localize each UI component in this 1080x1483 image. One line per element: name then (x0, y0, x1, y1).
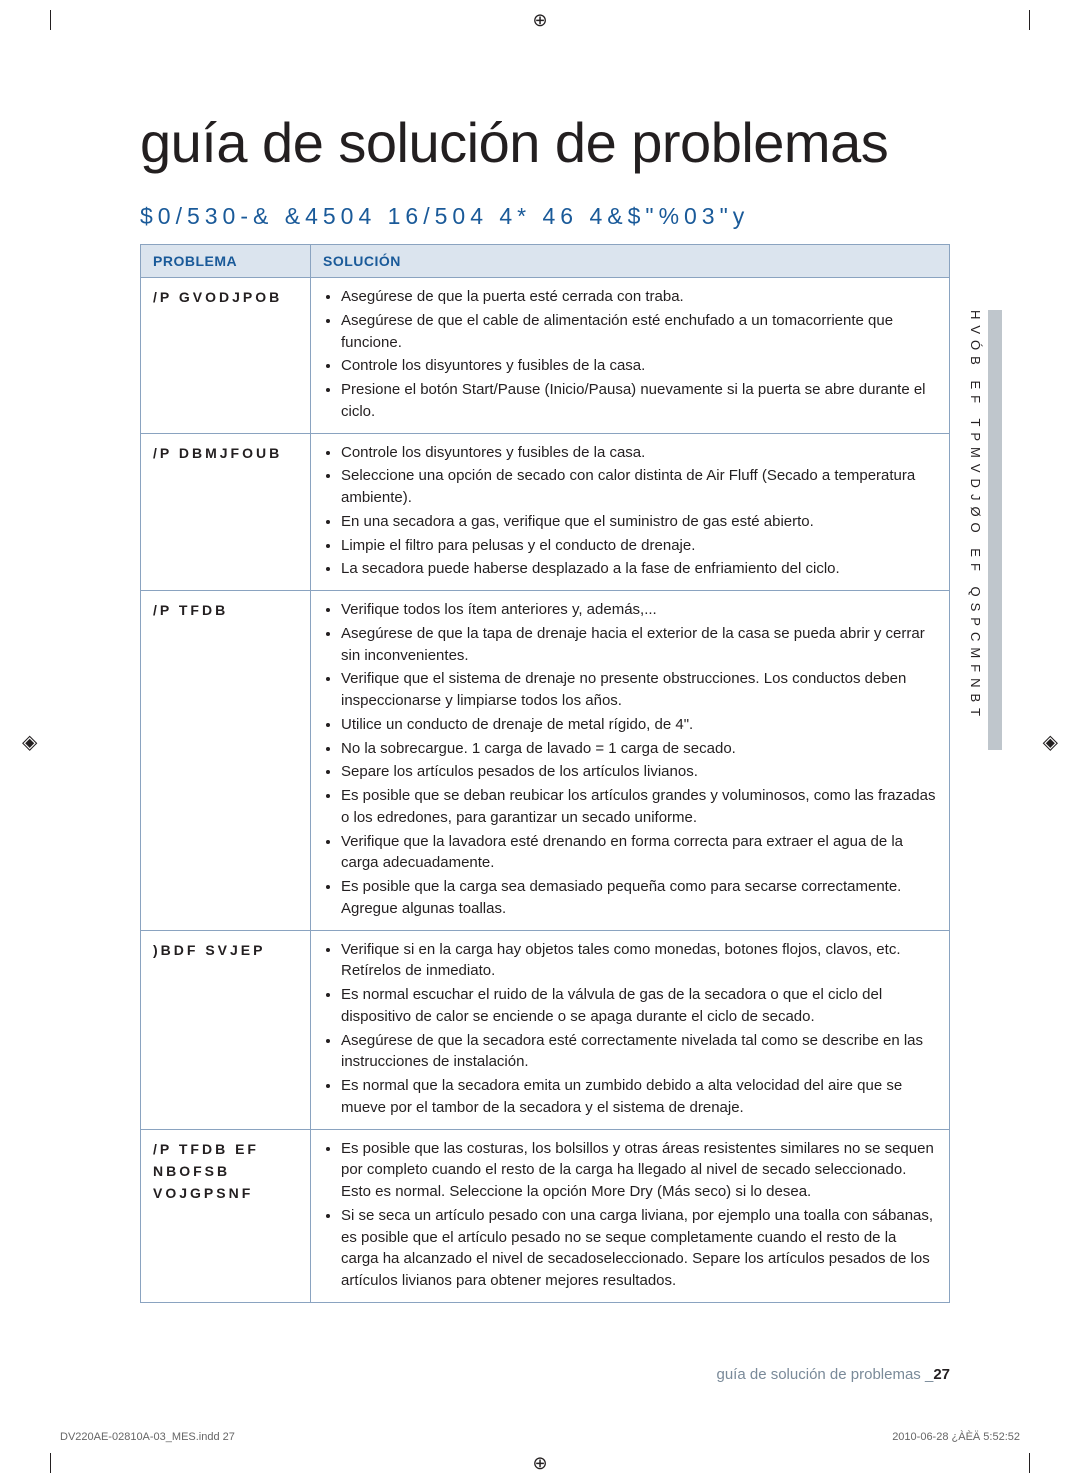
solution-item: Verifique si en la carga hay objetos tal… (341, 939, 937, 983)
table-row: /P TFDB EF NBOFSB VOJGPSNF Es posible que… (141, 1129, 950, 1302)
print-filename: DV220AE-02810A-03_MES.indd 27 (60, 1431, 235, 1443)
solution-item: Es posible que la carga sea demasiado pe… (341, 876, 937, 920)
problem-cell: )BDF SVJEP (141, 930, 311, 1129)
solution-item: Controle los disyuntores y fusibles de l… (341, 442, 937, 464)
solution-list: Es posible que las costuras, los bolsill… (323, 1138, 937, 1292)
solution-item: La secadora puede haberse desplazado a l… (341, 558, 937, 580)
solution-item: Es normal escuchar el ruido de la válvul… (341, 984, 937, 1028)
problem-cell: /P DBMJFOUB (141, 433, 311, 591)
solution-cell: Verifique si en la carga hay objetos tal… (311, 930, 950, 1129)
solution-item: Asegúrese de que la tapa de drenaje haci… (341, 623, 937, 667)
page-content: guía de solución de problemas $0/530-& &… (0, 0, 1080, 1363)
table-row: /P DBMJFOUB Controle los disyuntores y fu… (141, 433, 950, 591)
solution-item: Verifique que la lavadora esté drenando … (341, 831, 937, 875)
page-number: 27 (933, 1366, 950, 1383)
table-header-solution: SOLUCIÓN (311, 245, 950, 278)
problem-cell: /P GVODJPOB (141, 278, 311, 434)
solution-list: Verifique todos los ítem anteriores y, a… (323, 599, 937, 920)
page-title: guía de solución de problemas (140, 110, 950, 175)
footer-label: guía de solución de problemas _ (717, 1366, 934, 1383)
section-heading: $0/530-& &4504 16/504 4* 46 4&$"%03"y (140, 203, 950, 230)
solution-item: Controle los disyuntores y fusibles de l… (341, 355, 937, 377)
solution-item: Si se seca un artículo pesado con una ca… (341, 1205, 937, 1292)
solution-item: En una secadora a gas, verifique que el … (341, 511, 937, 533)
table-row: /P TFDB Verifique todos los ítem anterior… (141, 591, 950, 931)
problem-cell: /P TFDB (141, 591, 311, 931)
table-row: /P GVODJPOB Asegúrese de que la puerta es… (141, 278, 950, 434)
solution-item: Asegúrese de que el cable de alimentació… (341, 310, 937, 354)
table-header-problem: PROBLEMA (141, 245, 311, 278)
troubleshooting-table: PROBLEMA SOLUCIÓN /P GVODJPOB Asegúrese d… (140, 244, 950, 1303)
solution-item: Presione el botón Start/Pause (Inicio/Pa… (341, 379, 937, 423)
solution-item: Es posible que las costuras, los bolsill… (341, 1138, 937, 1203)
solution-item: Es normal que la secadora emita un zumbi… (341, 1075, 937, 1119)
solution-item: Es posible que se deban reubicar los art… (341, 785, 937, 829)
solution-item: Asegúrese de que la puerta esté cerrada … (341, 286, 937, 308)
print-timestamp: 2010-06-28 ¿ÀÈÄ 5:52:52 (892, 1431, 1020, 1443)
solution-item: Asegúrese de que la secadora esté correc… (341, 1030, 937, 1074)
registration-mark-icon: ⊕ (532, 1453, 547, 1474)
crop-marks-bottom: ⊕ (0, 1443, 1080, 1483)
solution-item: Utilice un conducto de drenaje de metal … (341, 714, 937, 736)
solution-cell: Es posible que las costuras, los bolsill… (311, 1129, 950, 1302)
crop-line (1029, 1453, 1030, 1473)
solution-list: Controle los disyuntores y fusibles de l… (323, 442, 937, 581)
tab-vertical-label: HVÓB EF TPMVDJØO EF QSPCMFNBT (964, 310, 984, 750)
solution-item: Seleccione una opción de secado con calo… (341, 465, 937, 509)
problem-cell: /P TFDB EF NBOFSB VOJGPSNF (141, 1129, 311, 1302)
crop-line (50, 1453, 51, 1473)
solution-item: Separe los artículos pesados de los artí… (341, 761, 937, 783)
solution-list: Verifique si en la carga hay objetos tal… (323, 939, 937, 1119)
solution-item: Verifique que el sistema de drenaje no p… (341, 668, 937, 712)
solution-cell: Controle los disyuntores y fusibles de l… (311, 433, 950, 591)
tab-color-strip (988, 310, 1002, 750)
table-row: )BDF SVJEP Verifique si en la carga hay o… (141, 930, 950, 1129)
solution-item: Limpie el filtro para pelusas y el condu… (341, 535, 937, 557)
solution-item: No la sobrecargue. 1 carga de lavado = 1… (341, 738, 937, 760)
solution-cell: Verifique todos los ítem anteriores y, a… (311, 591, 950, 931)
solution-item: Verifique todos los ítem anteriores y, a… (341, 599, 937, 621)
page-footer: guía de solución de problemas _27 (717, 1366, 951, 1383)
solution-cell: Asegúrese de que la puerta esté cerrada … (311, 278, 950, 434)
solution-list: Asegúrese de que la puerta esté cerrada … (323, 286, 937, 423)
section-tab: HVÓB EF TPMVDJØO EF QSPCMFNBT (968, 310, 1002, 750)
